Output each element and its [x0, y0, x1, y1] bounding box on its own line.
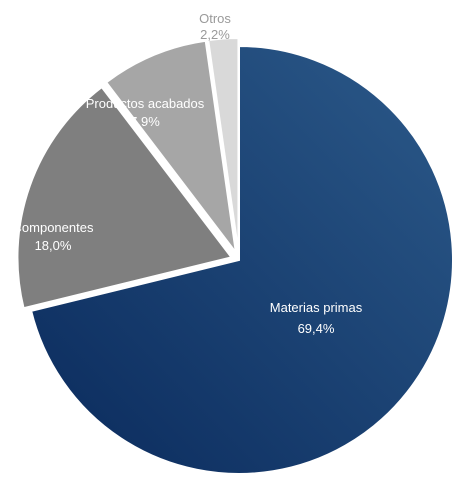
pie-slices	[16, 37, 453, 475]
slice-label-value: 7,9%	[130, 114, 160, 129]
slice-label-name: Otros	[199, 11, 231, 26]
slice-label-value: 69,4%	[298, 321, 335, 336]
slice-label-value: 2,2%	[200, 27, 230, 42]
pie-slice-materias-primas	[29, 44, 453, 475]
pie-slice-productos-acabados	[104, 39, 238, 257]
pie-slice-otros	[207, 37, 240, 253]
pie-labels: Materias primas 69,4% Componentes 18,0% Prod…	[13, 11, 363, 336]
pie-slice-componentes	[16, 85, 234, 310]
slice-label-name: Materias primas	[270, 300, 363, 315]
slice-label-value: 18,0%	[35, 238, 72, 253]
slice-label-name: Componentes	[13, 220, 94, 235]
slice-label-name: Productos acabados	[86, 96, 205, 111]
